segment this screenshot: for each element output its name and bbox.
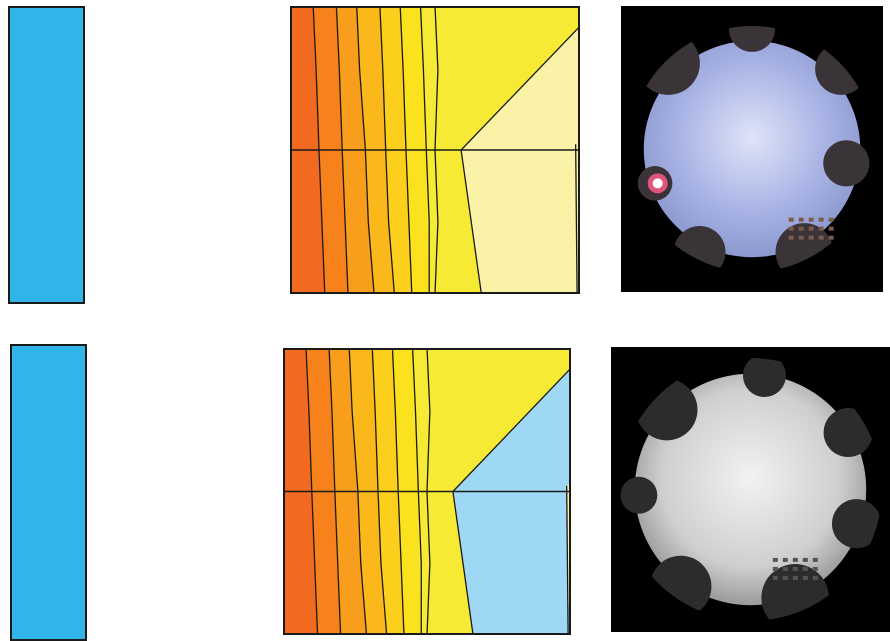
- sun-core: [652, 178, 663, 189]
- building-window: [788, 235, 794, 240]
- building-silhouette: [823, 140, 870, 187]
- building-window: [828, 235, 834, 240]
- building-window: [818, 226, 824, 231]
- building-window: [812, 566, 818, 571]
- contour-frame: [283, 348, 571, 635]
- building-window: [792, 575, 798, 580]
- building-window: [788, 217, 794, 222]
- building-window: [792, 557, 798, 562]
- building-silhouette: [823, 407, 873, 458]
- building-window: [782, 566, 788, 571]
- blue-bar-bottom: [10, 344, 87, 641]
- fisheye-mask: [611, 347, 890, 632]
- building-window: [818, 217, 824, 222]
- blue-bar-top: [8, 6, 85, 304]
- building-window: [798, 235, 804, 240]
- building-window: [808, 235, 814, 240]
- sky-disc: [643, 40, 861, 258]
- contour-map-bottom: [283, 348, 571, 635]
- contour-line: [575, 144, 578, 294]
- fisheye-photo-top: [621, 6, 883, 292]
- building-window: [808, 226, 814, 231]
- building-window: [798, 226, 804, 231]
- building-window: [798, 217, 804, 222]
- building-window: [802, 575, 808, 580]
- building-window: [782, 557, 788, 562]
- building-window: [772, 575, 778, 580]
- building-window: [828, 217, 834, 222]
- contour-map-top: [290, 6, 580, 294]
- building-window: [802, 557, 808, 562]
- contour-line: [566, 485, 569, 635]
- contour-zone: [461, 26, 580, 294]
- contour-zone: [452, 368, 571, 635]
- building-silhouette: [831, 499, 882, 549]
- building-window: [772, 557, 778, 562]
- building-window: [802, 566, 808, 571]
- building-window: [812, 557, 818, 562]
- building-window: [828, 226, 834, 231]
- fisheye-photo-bottom: [611, 347, 890, 632]
- building-window: [788, 226, 794, 231]
- building-window: [818, 235, 824, 240]
- building-window: [812, 575, 818, 580]
- building-window: [792, 566, 798, 571]
- sky-disc: [634, 373, 867, 606]
- building-silhouette: [620, 476, 658, 514]
- fisheye-mask: [621, 6, 883, 292]
- building-silhouette: [742, 354, 786, 397]
- building-window: [772, 566, 778, 571]
- contour-frame: [290, 6, 580, 294]
- building-window: [782, 575, 788, 580]
- building-window: [808, 217, 814, 222]
